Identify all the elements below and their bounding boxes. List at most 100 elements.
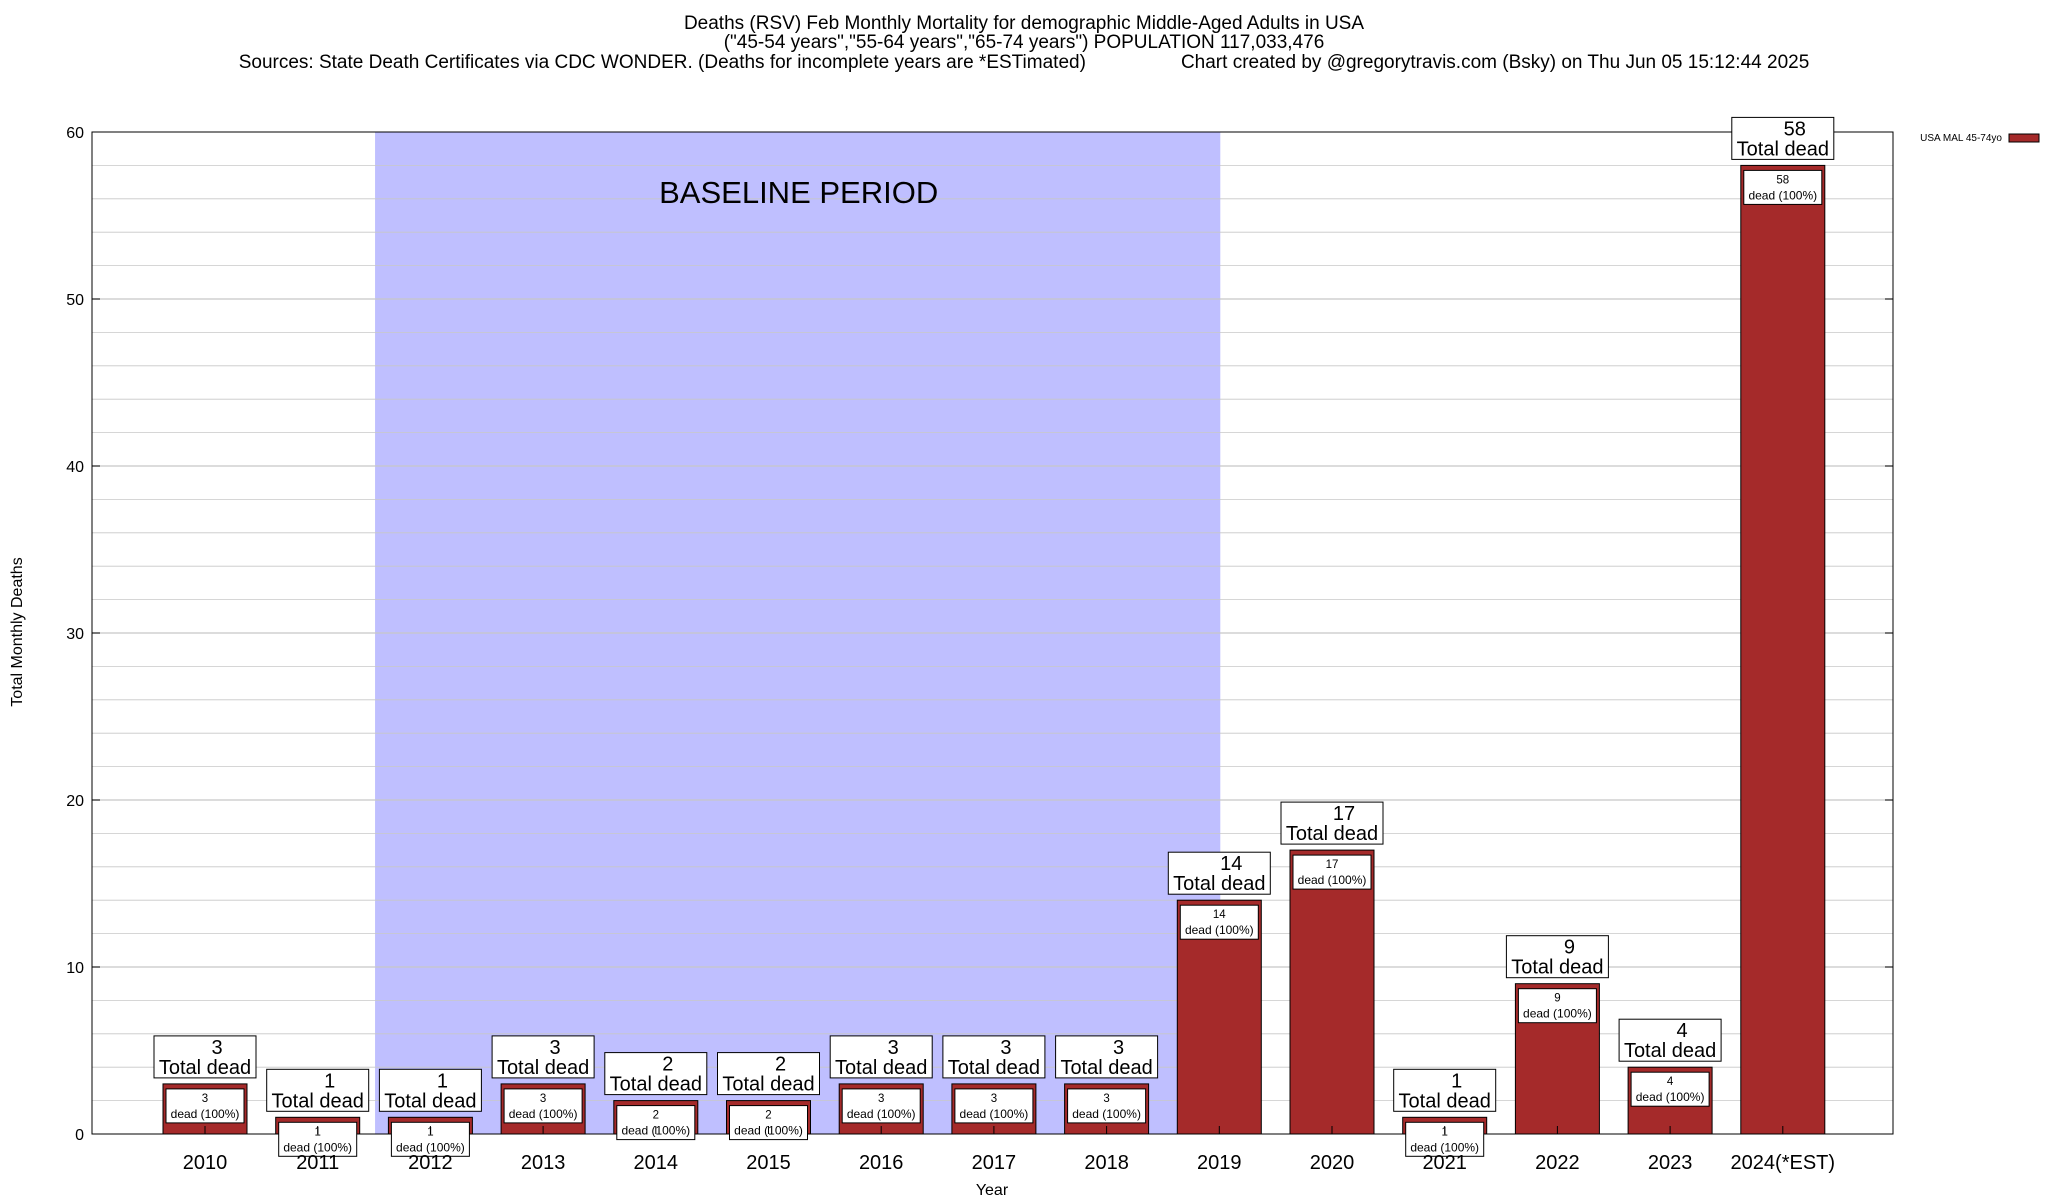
inner-label-text: dead (100%) xyxy=(1072,1107,1141,1121)
total-label-text: Total dead xyxy=(722,1074,814,1096)
x-tick-label: 2011 xyxy=(296,1152,339,1174)
total-label-text: Total dead xyxy=(835,1057,927,1079)
x-tick-label: 2024(*EST) xyxy=(1731,1152,1836,1174)
legend-swatch xyxy=(2008,133,2040,143)
total-label-count: 1 xyxy=(437,1070,448,1092)
inner-label-count: 3 xyxy=(202,1093,208,1105)
inner-label-box xyxy=(1517,988,1597,1024)
x-tick-label: 2016 xyxy=(859,1152,904,1174)
inner-label-text: dead (100%) xyxy=(847,1107,916,1121)
y-tick-label: 10 xyxy=(66,960,84,977)
inner-label-count: 3 xyxy=(991,1093,997,1105)
total-label-count: 3 xyxy=(550,1037,561,1059)
total-label-count: 2 xyxy=(662,1054,673,1076)
inner-label-box xyxy=(1405,1121,1485,1157)
inner-label-count: 2 xyxy=(765,1110,771,1122)
total-label-box xyxy=(717,1052,820,1096)
bar-2024(*EST) xyxy=(1740,164,1826,1135)
total-label-count: 3 xyxy=(1000,1037,1011,1059)
inner-label-box xyxy=(1743,169,1823,205)
y-tick-label: 60 xyxy=(66,125,84,142)
total-label-text: Total dead xyxy=(1399,1090,1491,1112)
total-label-box xyxy=(266,1068,370,1112)
total-label-count: 14 xyxy=(1220,853,1242,875)
total-label-box xyxy=(1055,1035,1159,1079)
total-label-box xyxy=(1280,801,1384,845)
bar-2020 xyxy=(1289,849,1375,1135)
chart-subtitle: ("45-54 years","55-64 years","65-74 year… xyxy=(723,32,1325,53)
inner-label-count: 3 xyxy=(540,1093,546,1105)
total-label-count: 58 xyxy=(1784,118,1806,140)
legend-label: USA MAL 45-74yo xyxy=(1920,133,2002,144)
baseline-period-label: BASELINE PERIOD xyxy=(659,175,938,210)
inner-label-text: dead (100%) xyxy=(1185,923,1254,937)
x-tick-label: 2018 xyxy=(1084,1152,1129,1174)
inner-label-count: 3 xyxy=(1103,1093,1109,1105)
inner-label-box xyxy=(1292,854,1372,890)
total-label-text: Total dead xyxy=(1286,823,1378,845)
y-axis-label: Total Monthly Deaths xyxy=(9,557,26,706)
inner-label-text: dead (100%) xyxy=(1636,1090,1705,1104)
total-label-text: Total dead xyxy=(1173,873,1265,895)
total-label-count: 3 xyxy=(888,1037,899,1059)
total-label-box xyxy=(1505,935,1609,979)
inner-label-text: dead (100%) xyxy=(1748,188,1817,202)
total-label-text: Total dead xyxy=(948,1057,1040,1079)
y-tick-label: 20 xyxy=(66,793,84,810)
total-label-box xyxy=(491,1035,595,1079)
inner-label-count: 4 xyxy=(1667,1076,1674,1088)
y-tick-label: 50 xyxy=(66,292,84,309)
total-label-box xyxy=(829,1035,933,1079)
total-label-box xyxy=(1167,851,1271,895)
total-label-text: Total dead xyxy=(1511,957,1603,979)
inner-label-box xyxy=(503,1088,583,1124)
inner-label-text: dead (100%) xyxy=(1410,1140,1479,1154)
inner-label-box xyxy=(165,1088,245,1124)
chart-title: Deaths (RSV) Feb Monthly Mortality for d… xyxy=(683,13,1365,34)
x-axis-label: Year xyxy=(976,1182,1009,1199)
sources-text: Sources: State Death Certificates via CD… xyxy=(238,52,1086,73)
inner-label-box xyxy=(1067,1088,1147,1124)
total-label-text: Total dead xyxy=(159,1057,251,1079)
total-label-count: 3 xyxy=(1113,1037,1124,1059)
x-tick-label: 2022 xyxy=(1535,1152,1580,1174)
x-tick-label: 2017 xyxy=(972,1152,1017,1174)
total-label-count: 1 xyxy=(1451,1070,1462,1092)
inner-label-box xyxy=(954,1088,1034,1124)
total-label-text: Total dead xyxy=(272,1090,364,1112)
inner-label-box xyxy=(1630,1071,1710,1107)
total-label-count: 1 xyxy=(324,1070,335,1092)
x-tick-label: 2019 xyxy=(1197,1152,1242,1174)
x-tick-label: 2010 xyxy=(183,1152,228,1174)
inner-label-text: dead (100%) xyxy=(960,1107,1029,1121)
total-label-box xyxy=(942,1035,1046,1079)
inner-label-box xyxy=(1179,904,1259,940)
y-tick-label: 0 xyxy=(75,1127,84,1144)
inner-label-text: dead (100%) xyxy=(1523,1007,1592,1021)
y-tick-label: 40 xyxy=(66,459,84,476)
inner-label-count: 14 xyxy=(1213,909,1226,921)
x-tick-label: 2013 xyxy=(521,1152,566,1174)
inner-label-count: 58 xyxy=(1776,174,1789,186)
x-tick-label: 2020 xyxy=(1310,1152,1355,1174)
total-label-box xyxy=(1618,1018,1722,1062)
inner-label-text: dead (100%) xyxy=(171,1107,240,1121)
inner-label-count: 2 xyxy=(653,1110,659,1122)
inner-label-box xyxy=(841,1088,921,1124)
chart-sources-line: Sources: State Death Certificates via CD… xyxy=(0,53,2048,73)
inner-label-text: dead (100%) xyxy=(1298,873,1367,887)
total-label-text: Total dead xyxy=(610,1074,702,1096)
total-label-text: Total dead xyxy=(497,1057,589,1079)
total-label-count: 4 xyxy=(1677,1020,1688,1042)
inner-label-count: 3 xyxy=(878,1093,884,1105)
credit-text: Chart created by @gregorytravis.com (Bsk… xyxy=(1180,52,1810,73)
total-label-box xyxy=(1393,1068,1497,1112)
inner-label-text: dead (100%) xyxy=(283,1140,352,1154)
y-tick-label: 30 xyxy=(66,626,84,643)
total-label-text: Total dead xyxy=(384,1090,476,1112)
total-label-box xyxy=(153,1035,257,1079)
total-label-text: Total dead xyxy=(1624,1040,1716,1062)
total-label-text: Total dead xyxy=(1737,138,1829,160)
x-tick-label: 2015 xyxy=(746,1152,791,1174)
